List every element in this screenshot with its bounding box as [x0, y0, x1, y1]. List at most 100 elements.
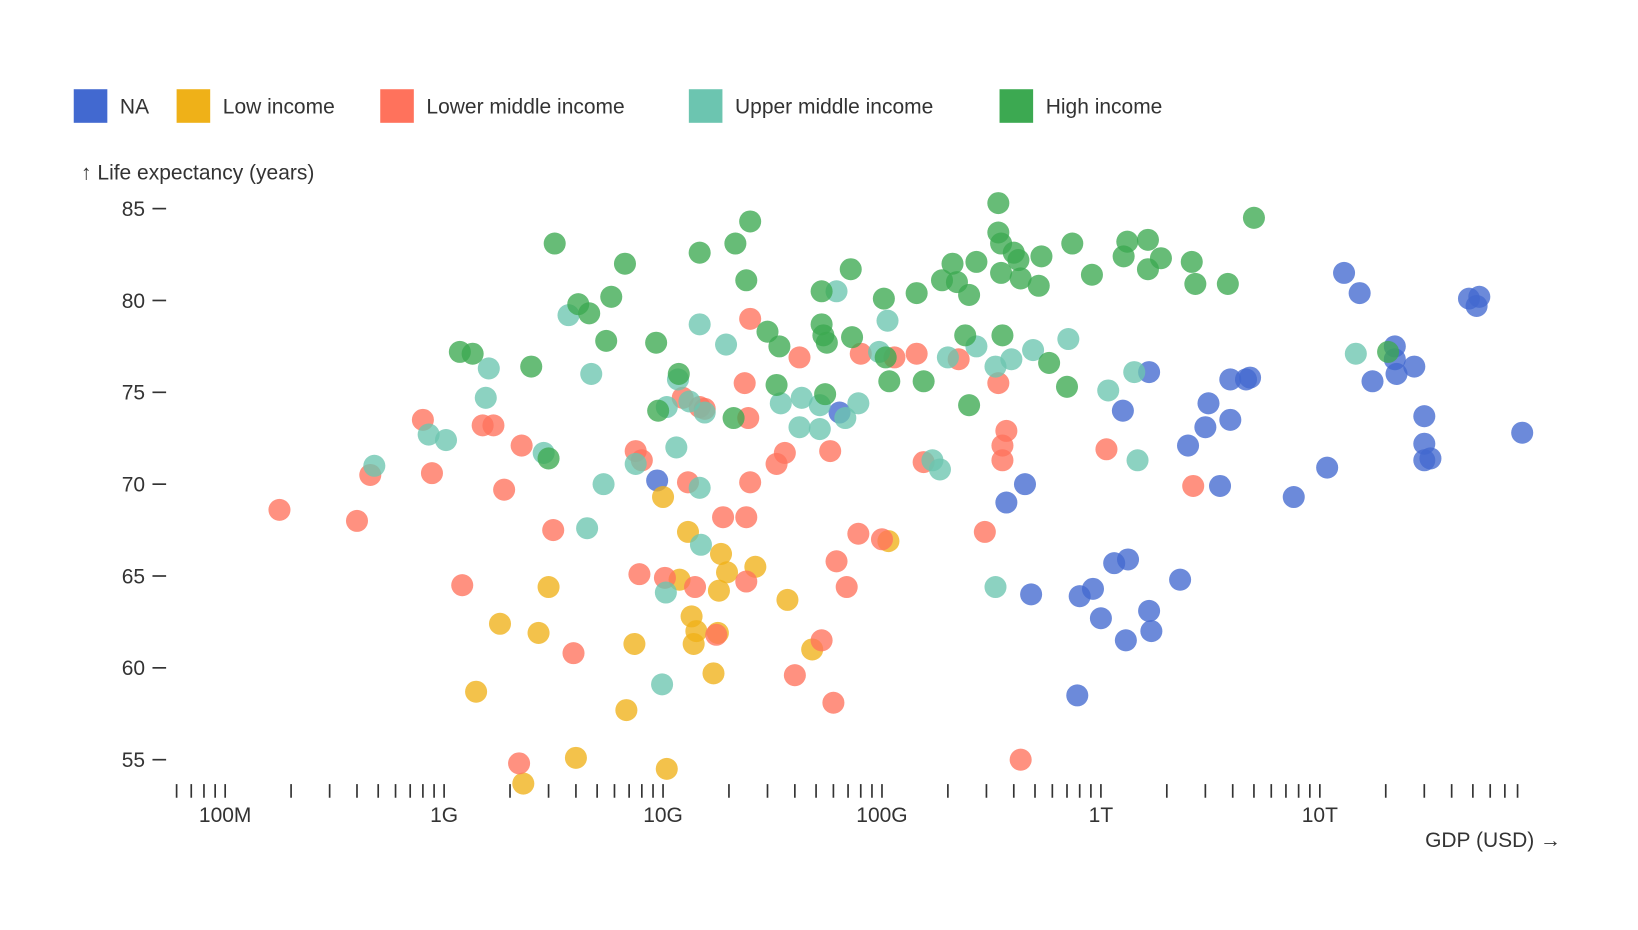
data-point [776, 588, 799, 611]
data-point [1242, 206, 1265, 229]
data-point [1177, 434, 1200, 457]
y-tick-label: 65 [122, 565, 145, 588]
data-point [819, 440, 842, 463]
data-point [1114, 629, 1137, 652]
data-point [712, 506, 735, 529]
data-point [1030, 245, 1053, 268]
data-point [987, 192, 1010, 215]
data-point [600, 285, 623, 308]
data-point [834, 407, 857, 430]
data-point [1316, 456, 1339, 479]
data-point [1197, 392, 1220, 415]
data-point [688, 241, 711, 264]
data-point [1117, 548, 1140, 571]
data-point [835, 576, 858, 599]
data-point [1419, 447, 1442, 470]
series-na [646, 261, 1534, 707]
legend-label: NA [120, 95, 149, 118]
y-tick-label: 70 [122, 474, 145, 497]
data-point [1239, 366, 1262, 389]
data-point [878, 370, 901, 393]
data-point [715, 333, 738, 356]
data-point [1209, 474, 1232, 498]
legend-swatch [380, 89, 414, 123]
data-point [1013, 473, 1037, 496]
data-point [1149, 247, 1172, 270]
data-point [564, 746, 587, 769]
data-point [936, 346, 959, 369]
data-point [941, 252, 964, 275]
x-tick-label: 100M [199, 804, 252, 827]
data-point [576, 517, 599, 540]
legend-swatch [688, 89, 723, 123]
data-point [543, 232, 566, 255]
data-point [735, 570, 758, 593]
data-point [1344, 342, 1367, 365]
data-point [733, 372, 756, 395]
legend-swatch [176, 89, 211, 123]
data-point [1140, 620, 1163, 643]
data-point [678, 390, 701, 413]
data-point [651, 673, 674, 696]
data-point [537, 576, 560, 599]
data-point [1055, 375, 1079, 398]
data-point [847, 392, 870, 415]
data-point [645, 331, 668, 354]
data-point [667, 362, 690, 385]
data-point [756, 320, 779, 343]
x-axis: 100M 1G 10G 100G 1T 10T [175, 784, 1519, 827]
y-tick-label: 80 [122, 290, 145, 313]
data-point [739, 471, 762, 494]
data-point [1361, 370, 1384, 393]
data-point [417, 423, 440, 446]
data-point [1007, 249, 1030, 272]
data-point [810, 280, 833, 303]
data-point [688, 313, 711, 336]
data-point [1184, 272, 1207, 295]
data-point [508, 752, 531, 775]
data-point [1081, 577, 1105, 600]
data-point [788, 346, 811, 369]
series-lower-middle-income [268, 307, 1205, 775]
data-point [1194, 416, 1217, 439]
data-point [709, 542, 733, 565]
data-point [790, 386, 813, 409]
data-point [474, 386, 497, 409]
data-point [665, 436, 688, 459]
data-point [765, 452, 788, 475]
data-point [613, 252, 636, 275]
data-point [707, 579, 730, 602]
data-point [987, 372, 1010, 395]
legend-label: High income [1046, 95, 1163, 118]
data-point [461, 342, 484, 365]
data-point [654, 581, 677, 604]
data-point [1116, 230, 1139, 253]
data-point [1180, 250, 1203, 273]
data-point [684, 576, 707, 599]
data-point [1511, 421, 1534, 444]
data-point [984, 576, 1007, 599]
legend-label: Lower middle income [426, 95, 624, 118]
data-point [1138, 599, 1161, 622]
data-point [1282, 485, 1305, 509]
data-point [724, 232, 747, 255]
data-point [1027, 274, 1050, 297]
y-axis: 55 60 65 70 75 80 85 [122, 198, 167, 772]
data-point [1020, 583, 1043, 606]
y-axis-label: ↑ Life expectancy (years) [81, 161, 314, 184]
data-point [1219, 368, 1242, 391]
data-point [814, 383, 837, 406]
data-point [872, 287, 895, 310]
data-point [537, 447, 560, 470]
y-tick-label: 75 [122, 382, 145, 405]
y-tick-label: 55 [122, 749, 145, 772]
data-point [1377, 340, 1400, 363]
data-point [905, 342, 928, 365]
y-tick-label: 85 [122, 198, 145, 221]
data-point [510, 434, 533, 457]
data-point [623, 632, 646, 655]
data-point [1066, 684, 1089, 707]
series-high-income [448, 192, 1400, 470]
data-point [1095, 438, 1118, 461]
